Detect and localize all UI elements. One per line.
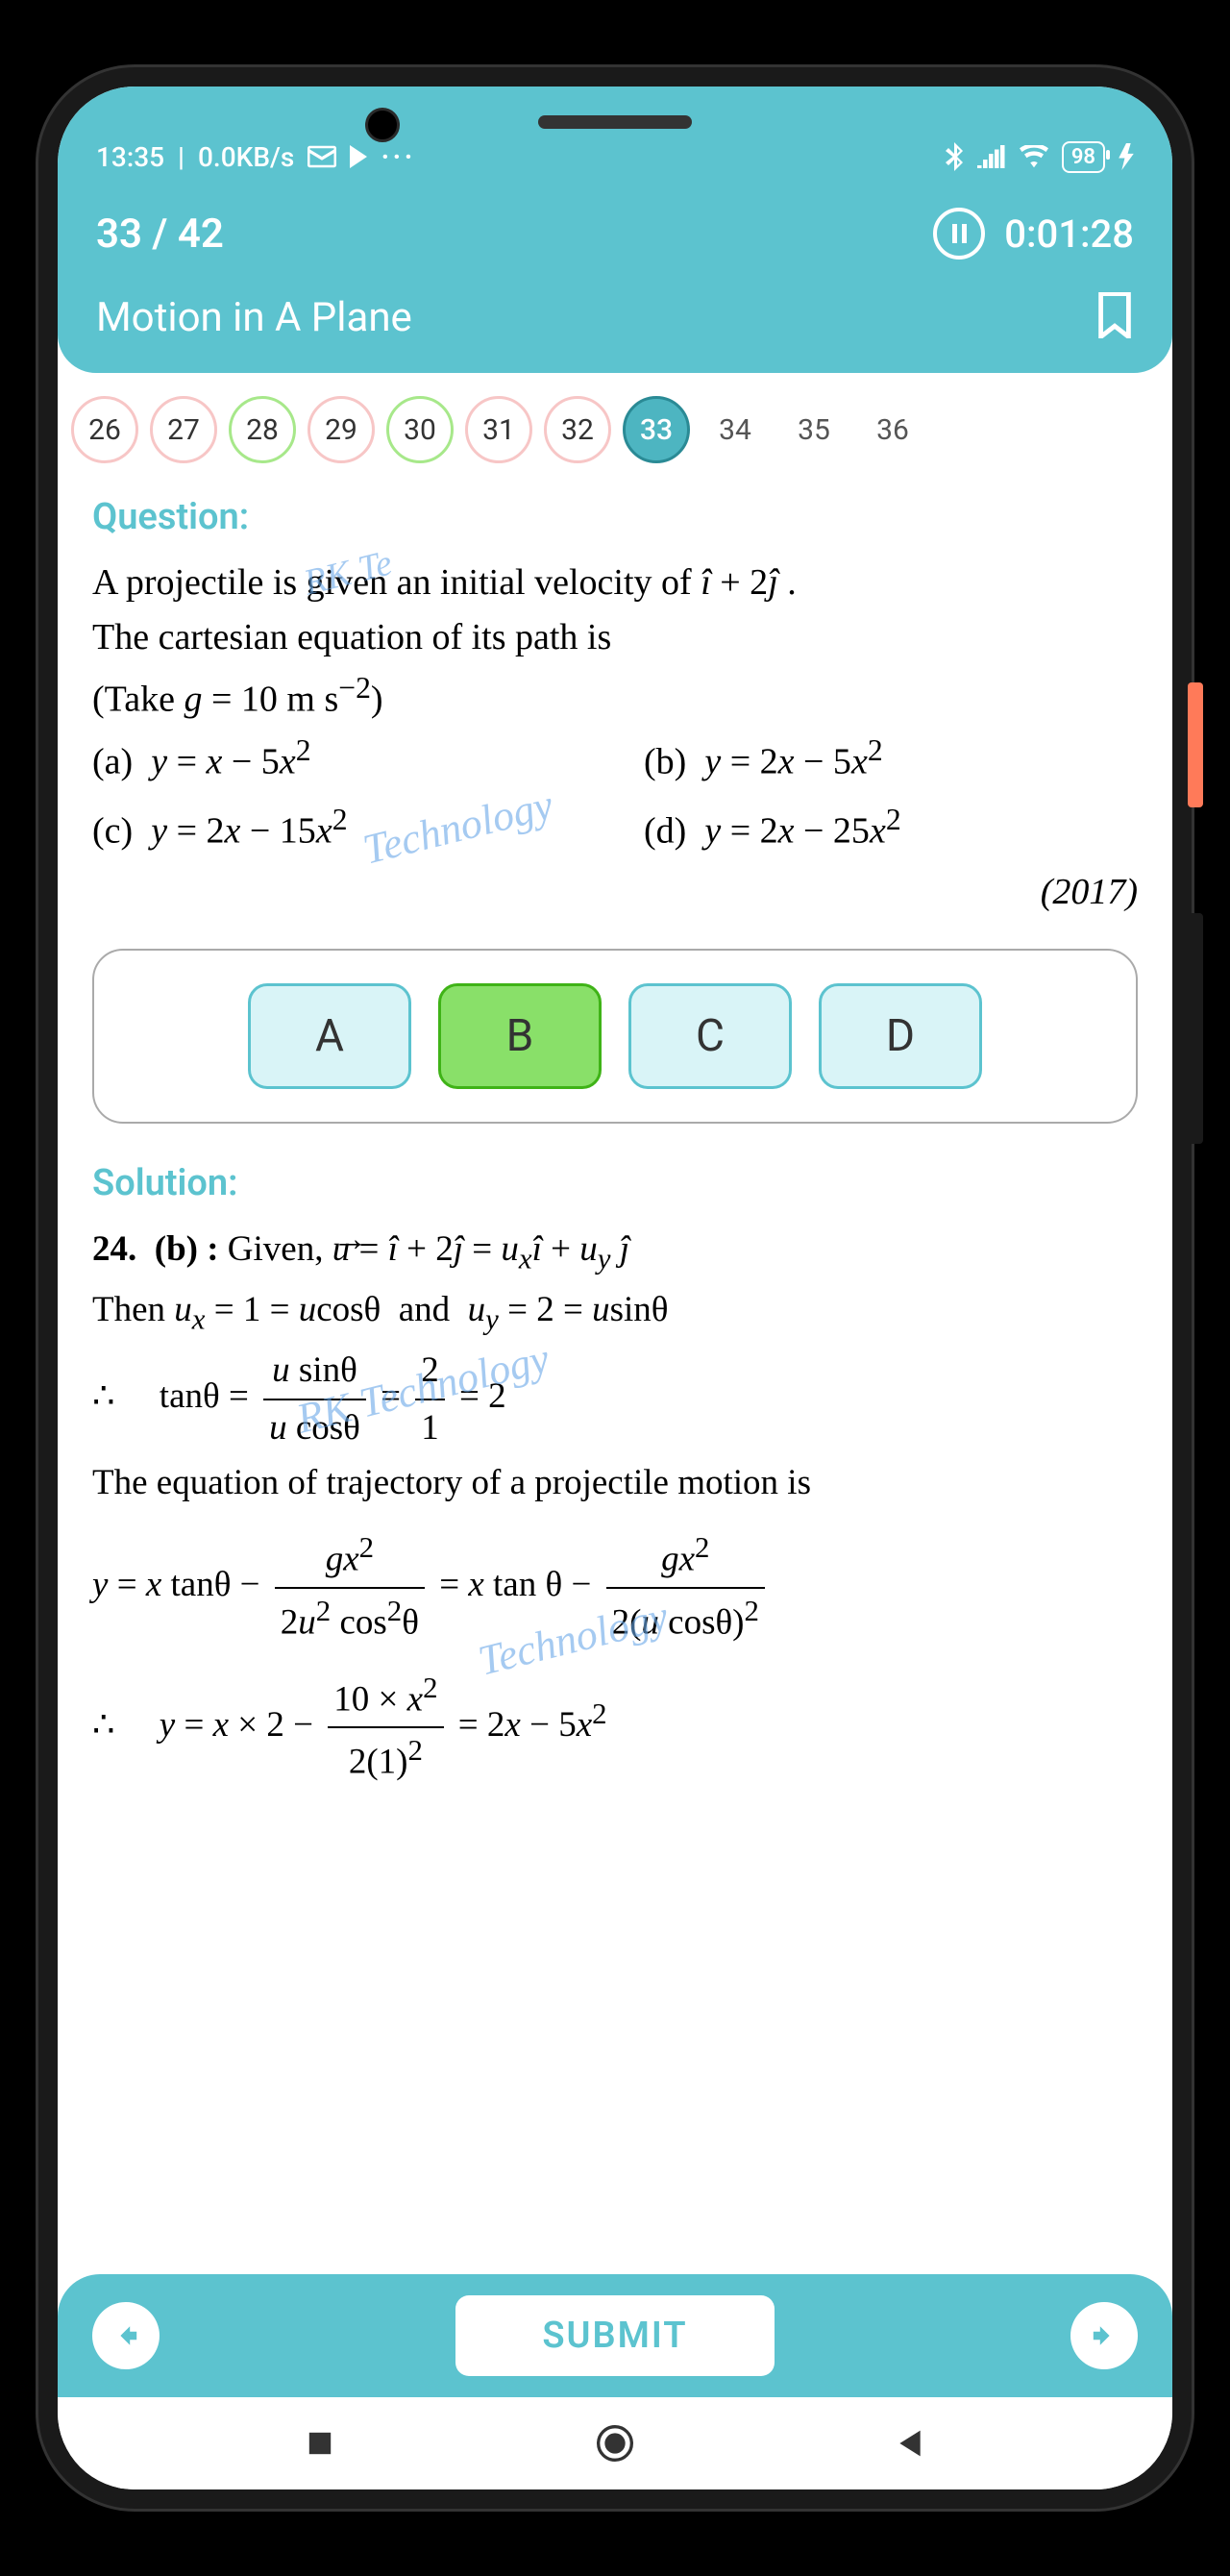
question-option-d: (d) y = 2x − 25x2 [644,797,1138,859]
status-left: 13:35 | 0.0KB/s ··· [96,138,416,175]
bookmark-icon[interactable] [1095,292,1134,342]
question-nav-item-current[interactable]: 33 [623,396,690,463]
content-area: Question: RK Te Technology A projectile … [58,486,1172,2274]
status-time: 13:35 [96,141,164,173]
question-option-c: (c) y = 2x − 15x2 [92,797,586,859]
question-option-a: (a) y = x − 5x2 [92,728,586,790]
next-button[interactable] [1070,2302,1138,2369]
answer-button-b[interactable]: B [438,983,602,1089]
wifi-icon [1020,145,1048,168]
question-progress: 33 / 42 [96,211,224,258]
bluetooth-icon [945,142,964,171]
phone-camera [365,108,400,142]
system-home-button[interactable] [596,2424,634,2463]
progress-row: 33 / 42 0:01:28 [58,194,1172,273]
question-year: (2017) [92,865,1138,920]
prev-button[interactable] [92,2302,160,2369]
phone-side-button-volume [1188,913,1203,1144]
status-right: 98 [945,141,1134,173]
bottom-nav-bar: SUBMIT [58,2274,1172,2397]
question-nav-item[interactable]: 26 [71,396,138,463]
title-row: Motion in A Plane [58,273,1172,373]
question-nav-item[interactable]: 35 [780,396,848,463]
system-nav-bar [58,2397,1172,2489]
answer-button-c[interactable]: C [628,983,792,1089]
question-nav-item[interactable]: 28 [229,396,296,463]
question-option-b: (b) y = 2x − 5x2 [644,728,1138,790]
play-store-icon [350,145,367,168]
system-back-button[interactable] [891,2424,929,2463]
solution-text: RK Technology Technology 24. (b) : Given… [92,1222,1138,1790]
chapter-title: Motion in A Plane [96,294,412,341]
question-line: A projectile is given an initial velocit… [92,556,1138,610]
timer-group: 0:01:28 [933,208,1134,260]
timer-text: 0:01:28 [1004,211,1134,257]
mail-icon [308,145,336,168]
question-navigator[interactable]: 26 27 28 29 30 31 32 33 34 35 36 [58,373,1172,486]
question-nav-item[interactable]: 32 [544,396,611,463]
answer-button-d[interactable]: D [819,983,982,1089]
answer-button-a[interactable]: A [248,983,411,1089]
submit-button[interactable]: SUBMIT [455,2295,774,2376]
signal-icon [977,145,1006,168]
system-recent-button[interactable] [301,2424,339,2463]
status-bar: 13:35 | 0.0KB/s ··· 98 [58,138,1172,194]
app-header: 13:35 | 0.0KB/s ··· 98 33 / 42 [58,87,1172,373]
question-nav-item[interactable]: 27 [150,396,217,463]
question-label: Question: [92,496,1138,538]
question-text: RK Te Technology A projectile is given a… [92,556,1138,920]
pause-button[interactable] [933,208,985,260]
question-nav-item[interactable]: 31 [465,396,532,463]
phone-side-button-power [1188,682,1203,807]
charging-icon [1119,143,1134,170]
question-line: The cartesian equation of its path is [92,610,1138,665]
question-nav-item[interactable]: 29 [308,396,375,463]
phone-frame: 13:35 | 0.0KB/s ··· 98 33 / 42 [38,67,1192,2509]
more-icon: ··· [381,138,415,175]
question-nav-item[interactable]: 30 [386,396,454,463]
question-line: (Take g = 10 m s−2) [92,665,1138,728]
solution-label: Solution: [92,1162,1138,1204]
question-nav-item[interactable]: 36 [859,396,926,463]
answer-options: A B C D [92,949,1138,1124]
phone-speaker [538,115,692,129]
status-data-rate: 0.0KB/s [198,141,294,173]
question-nav-item[interactable]: 34 [701,396,769,463]
phone-screen: 13:35 | 0.0KB/s ··· 98 33 / 42 [58,87,1172,2489]
battery-indicator: 98 [1062,141,1105,173]
